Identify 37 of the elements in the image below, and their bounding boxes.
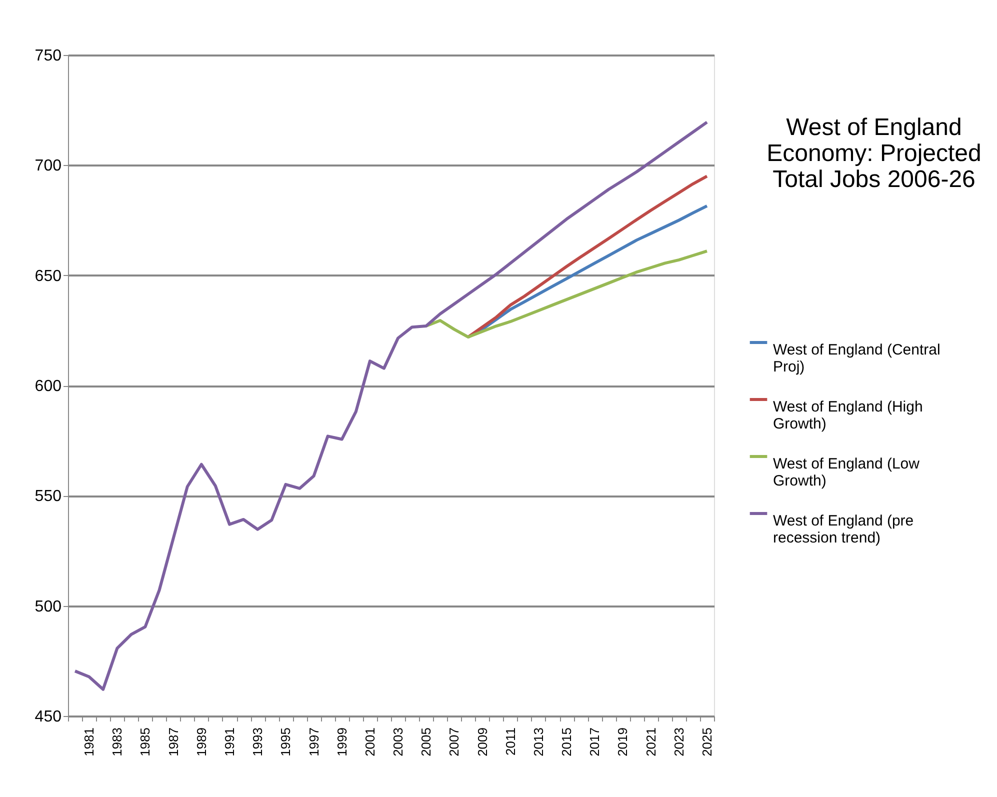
x-tick-label: 2005 <box>418 728 434 756</box>
y-tick-label: 650 <box>34 268 62 285</box>
legend-label: West of England (Low Growth) <box>773 456 920 490</box>
x-tick-label: 2003 <box>390 728 406 756</box>
y-tick-label: 700 <box>34 158 62 175</box>
x-tick-label: 2021 <box>643 728 658 756</box>
legend-label: West of England (Central Proj) <box>773 342 940 376</box>
y-tick-label: 550 <box>34 488 62 506</box>
line-series <box>74 120 708 691</box>
x-tick-label: 1983 <box>110 728 125 756</box>
x-tick-label: 2011 <box>502 728 518 756</box>
x-tick-label: 2023 <box>671 728 686 756</box>
x-tick-label: 1985 <box>138 728 153 756</box>
x-tick-label: 2009 <box>474 728 490 756</box>
x-tick-label: 2019 <box>615 728 630 756</box>
x-tick-label: 1993 <box>250 728 266 756</box>
x-tick-label: 2025 <box>699 728 714 756</box>
x-tick-label: 2015 <box>559 728 574 756</box>
text: West of England Economy: Projected Total Jobs 2006-26 <box>766 114 982 193</box>
x-tick-label: 1987 <box>166 728 181 756</box>
x-tick-label: 1995 <box>278 728 294 756</box>
y-tick-label: 750 <box>34 48 62 64</box>
x-tick-label: 2017 <box>587 728 602 756</box>
legend-label: West of England (High Growth) <box>773 398 923 432</box>
x-tick-label: 2001 <box>362 728 378 756</box>
legend-label: West of England (pre recession trend) <box>773 512 914 546</box>
y-tick-label: 600 <box>34 378 62 395</box>
y-tick-label: 450 <box>34 708 62 726</box>
x-tick-label: 1999 <box>334 728 350 756</box>
x-tick-label: 1989 <box>194 728 209 756</box>
line-series <box>424 250 708 339</box>
x-tick-label: 2013 <box>530 728 546 756</box>
x-tick-label: 2007 <box>446 728 462 756</box>
x-tick-label: 1997 <box>306 728 322 756</box>
x-tick-label: 1991 <box>222 728 237 756</box>
x-tick-label: 1981 <box>82 728 97 756</box>
y-tick-label: 500 <box>34 598 62 616</box>
